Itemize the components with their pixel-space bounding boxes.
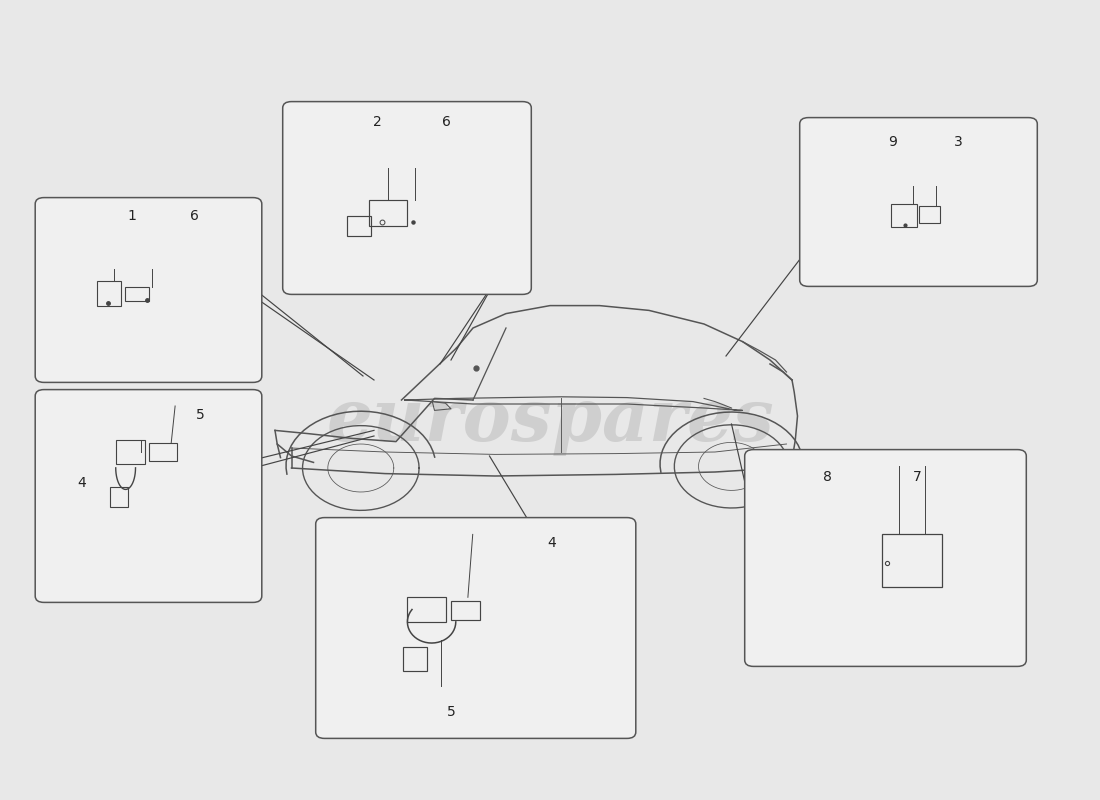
Bar <box>110 486 128 506</box>
Text: 7: 7 <box>913 470 922 484</box>
FancyBboxPatch shape <box>800 118 1037 286</box>
Text: 1: 1 <box>128 209 136 223</box>
Bar <box>891 204 916 227</box>
Bar <box>150 443 177 461</box>
Bar <box>346 216 372 237</box>
Text: eurospares: eurospares <box>327 385 773 455</box>
Bar <box>116 441 145 463</box>
Text: 9: 9 <box>888 135 896 149</box>
FancyBboxPatch shape <box>35 390 262 602</box>
Text: 4: 4 <box>77 476 86 490</box>
Bar <box>451 601 480 620</box>
Text: 8: 8 <box>823 470 832 484</box>
FancyBboxPatch shape <box>35 198 262 382</box>
FancyBboxPatch shape <box>316 518 636 738</box>
Text: 6: 6 <box>190 209 199 223</box>
Text: 2: 2 <box>373 115 382 130</box>
FancyBboxPatch shape <box>283 102 531 294</box>
Bar <box>407 598 447 622</box>
Text: 5: 5 <box>197 408 205 422</box>
Text: 3: 3 <box>954 135 962 149</box>
Bar <box>368 200 407 226</box>
Text: 4: 4 <box>547 537 556 550</box>
Text: 6: 6 <box>442 115 451 130</box>
Bar <box>403 646 427 671</box>
Bar <box>918 206 940 223</box>
FancyBboxPatch shape <box>745 450 1026 666</box>
Bar <box>882 534 942 587</box>
Text: 5: 5 <box>448 705 455 719</box>
Bar <box>97 281 121 306</box>
Bar <box>125 287 150 302</box>
